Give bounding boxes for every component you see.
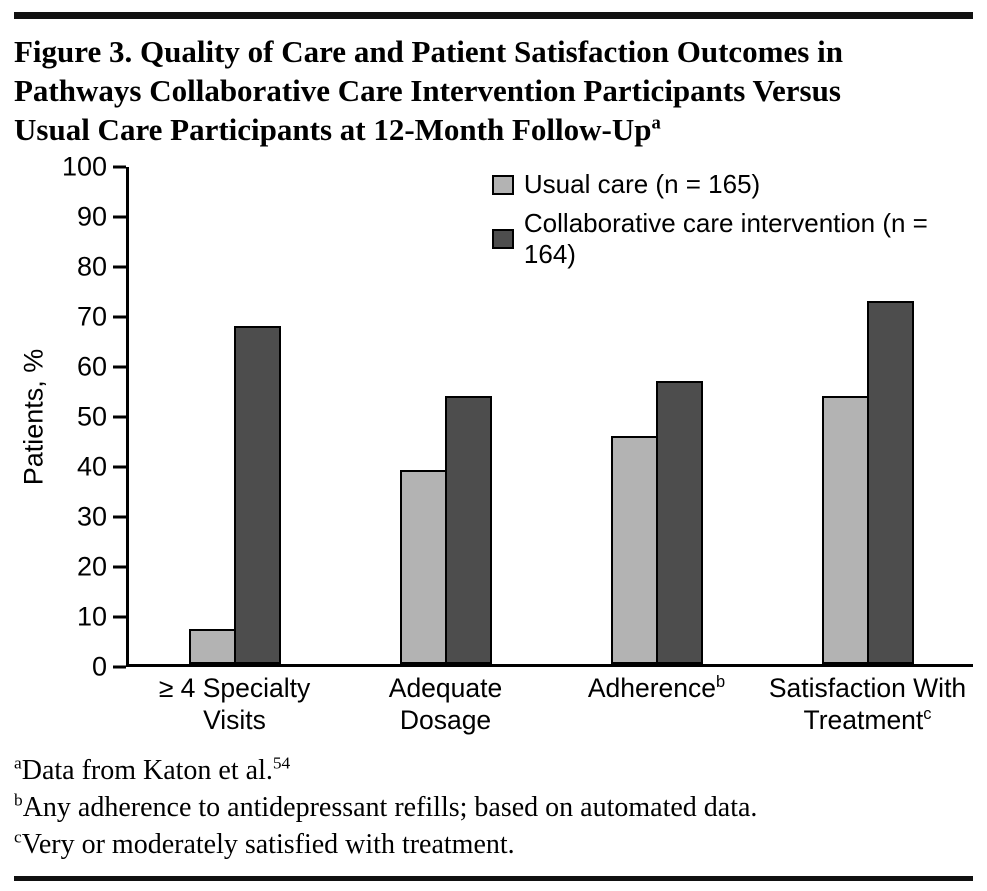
y-tick: 50 [77,402,126,433]
y-tick-mark [113,265,126,269]
footnote-text: Data from Katon et al. [21,754,273,786]
footnotes: aData from Katon et al.54 bAny adherence… [14,753,973,864]
bar-usual-care [399,470,447,665]
footnote-marker: c [14,827,22,847]
bar-usual-care [821,395,869,665]
y-tick: 90 [77,202,126,233]
y-tick-label: 90 [76,201,107,232]
legend-swatch-usual-care [491,174,514,195]
y-tick-mark [113,165,126,169]
x-label-footnote-marker: b [716,673,726,692]
y-tick-label: 80 [76,251,107,282]
bar-collaborative-care [866,301,914,665]
bottom-rule [14,875,973,881]
y-axis-title-column: Patients, % [14,167,54,667]
x-axis-label: Satisfaction With Treatmentc [768,673,967,736]
title-footnote-marker: a [651,112,661,134]
y-tick-mark [113,615,126,619]
y-tick-mark [113,315,126,319]
y-tick-mark [113,665,126,669]
y-tick: 100 [62,152,126,183]
x-axis-label: Adequate Dosage [388,673,503,736]
footnote-marker: a [14,753,22,773]
bar-group [129,167,340,665]
bar-group [551,167,762,665]
y-tick: 0 [92,652,126,683]
bar-chart: Patients, % 0 10 20 30 40 50 60 70 80 90 100 Usual… [14,152,973,737]
figure-title-text: Usual Care Participants at 12-Month Foll… [14,111,652,147]
footnote-b: bAny adherence to antidepressant refills… [14,790,973,827]
legend-swatch-collaborative-care [491,229,514,250]
y-axis-title: Patients, % [18,348,49,486]
bar-group [762,167,973,665]
plot-area: Usual care (n = 165) Collaborative care … [126,167,973,668]
legend-label: Collaborative care intervention (n = 164… [523,208,928,270]
y-tick-mark [113,515,126,519]
y-tick-mark [113,565,126,569]
x-label-footnote-marker: c [923,705,932,724]
y-tick-label: 30 [76,501,107,532]
x-axis-label: ≥ 4 Specialty Visits [158,673,311,736]
y-tick: 40 [77,452,126,483]
legend-label: Usual care (n = 165) [523,169,761,200]
y-tick-label: 70 [76,301,107,332]
y-tick-label: 10 [76,601,107,632]
y-tick-label: 40 [76,451,107,482]
y-tick: 20 [77,552,126,583]
bar-group [340,167,551,665]
footnote-text: Any adherence to antidepressant refills;… [22,791,758,823]
y-tick: 60 [77,352,126,383]
top-rule [14,12,973,19]
y-tick-label: 50 [76,401,107,432]
footnote-c: cVery or moderately satisfied with treat… [14,827,973,864]
footnote-a: aData from Katon et al.54 [14,753,973,790]
x-axis-label: Adherenceb [587,673,726,704]
x-axis-labels: ≥ 4 Specialty Visits Adequate Dosage Adheren… [129,673,973,737]
y-tick-label: 60 [76,351,107,382]
legend: Usual care (n = 165) Collaborative care … [491,169,973,278]
footnote-text: Very or moderately satisfied with treatm… [21,828,515,860]
y-tick-mark [113,215,126,219]
legend-item-collaborative-care: Collaborative care intervention (n = 164… [491,208,973,270]
legend-item-usual-care: Usual care (n = 165) [491,169,973,200]
bar-usual-care [188,629,236,665]
figure-title-line: Pathways Collaborative Care Intervention… [14,72,841,108]
y-tick-label: 20 [76,551,107,582]
y-tick: 10 [77,602,126,633]
bar-usual-care [610,435,658,665]
y-tick: 80 [77,252,126,283]
y-tick-mark [113,365,126,369]
footnote-reference: 54 [272,753,291,773]
y-tick-label: 100 [61,151,107,182]
figure-title: Figure 3. Quality of Care and Patient Sa… [14,33,973,149]
bar-collaborative-care [655,380,703,665]
footnote-marker: b [14,790,23,810]
bar-collaborative-care [444,395,492,665]
y-tick: 30 [77,502,126,533]
figure-title-line: Figure 3. Quality of Care and Patient Sa… [14,34,843,69]
x-axis-labels-row: ≥ 4 Specialty Visits Adequate Dosage Adheren… [14,667,973,737]
bar-collaborative-care [233,326,281,665]
bar-groups [129,167,973,665]
y-tick-label: 0 [91,651,107,682]
y-axis: 0 10 20 30 40 50 60 70 80 90 100 [54,152,126,682]
chart-plot-row: Patients, % 0 10 20 30 40 50 60 70 80 90 100 Usual… [14,152,973,682]
y-tick-mark [113,465,126,469]
y-tick: 70 [77,302,126,333]
y-tick-mark [113,415,126,419]
figure-title-line: Usual Care Participants at 12-Month Foll… [14,111,973,150]
